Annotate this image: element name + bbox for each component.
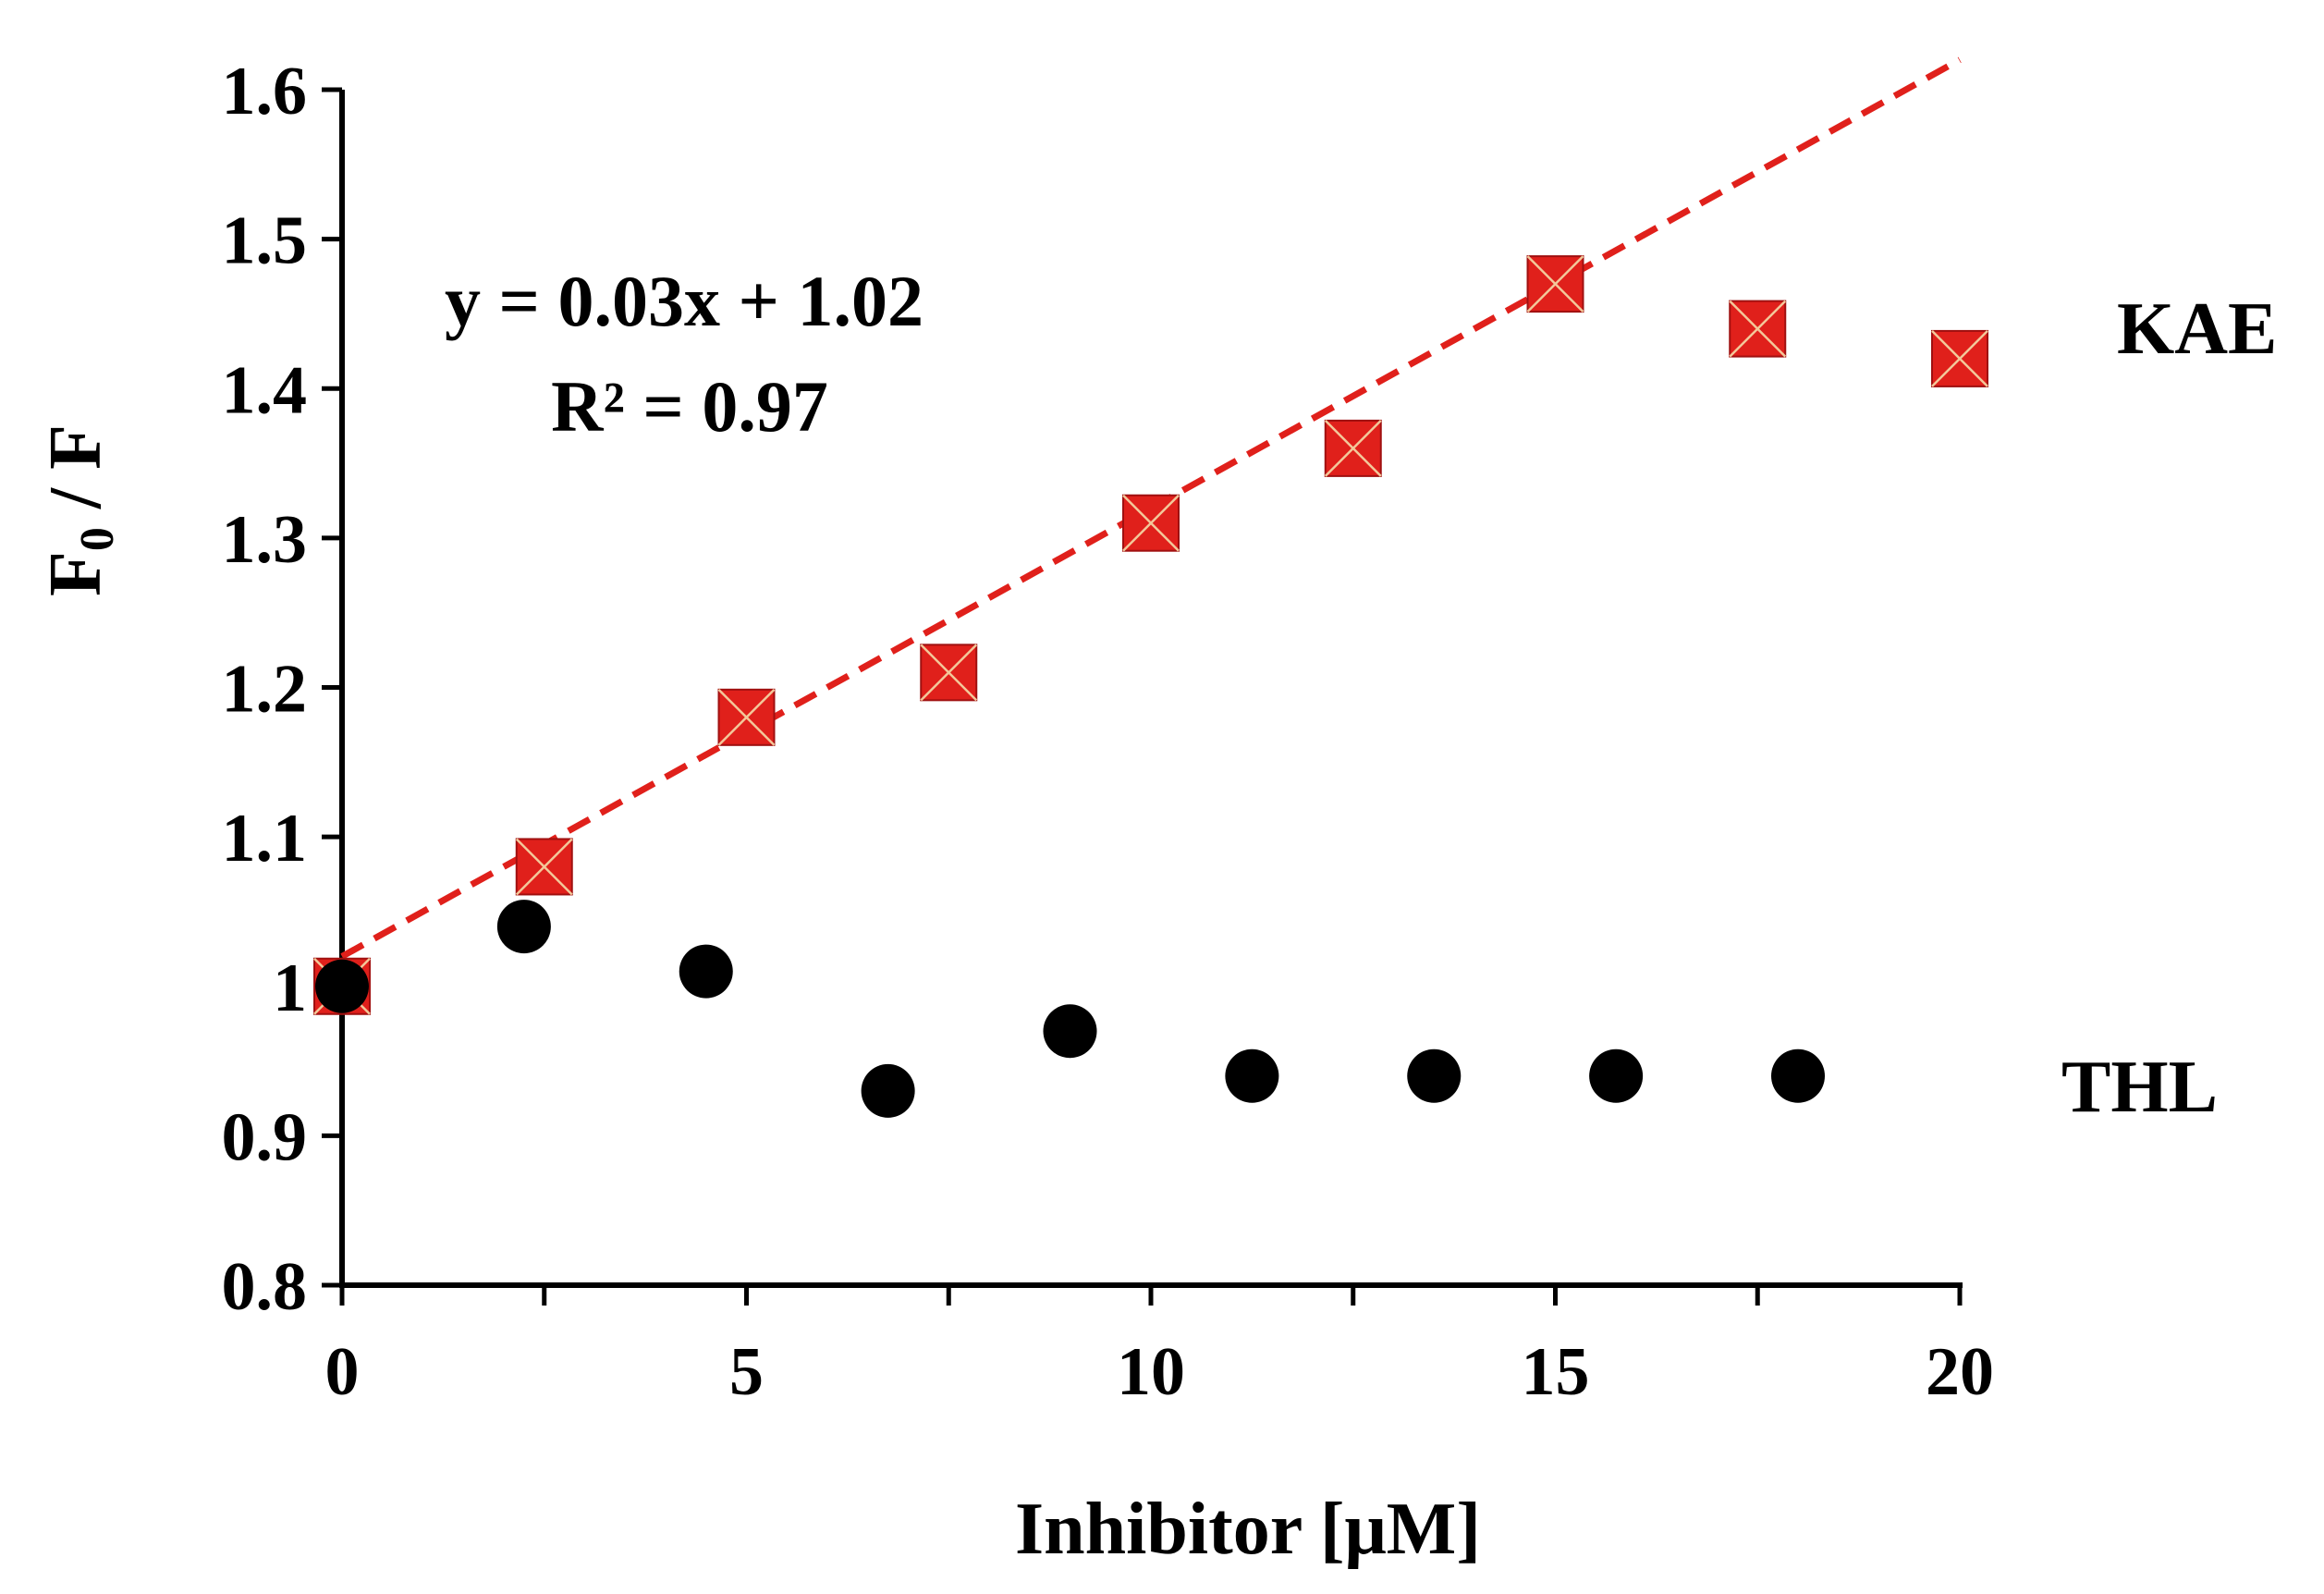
kae-point [1931, 329, 1988, 387]
x-tick-label: 0 [325, 1334, 360, 1410]
y-tick-label: 1.1 [222, 801, 308, 877]
kae-point-cross [1122, 494, 1180, 552]
x-tick-label: 20 [1926, 1334, 1994, 1410]
y-axis-label-main: F [35, 551, 116, 596]
kae-point [1729, 300, 1787, 358]
y-tick-label: 1.3 [222, 502, 308, 578]
r-squared-annotation: R² = 0.97 [551, 366, 828, 447]
y-tick-label: 1.4 [222, 352, 308, 428]
x-tick-label: 15 [1522, 1334, 1590, 1410]
y-tick-label: 1 [273, 950, 307, 1026]
equation-annotation: y = 0.03x + 1.02 [445, 261, 923, 341]
points-group [313, 255, 1988, 1118]
x-tick-label: 10 [1117, 1334, 1185, 1410]
y-axis-label: F0 / F [35, 424, 124, 596]
kae-point [515, 838, 573, 896]
thl-point [1407, 1048, 1462, 1103]
kae-point [1526, 255, 1584, 313]
x-tick-label: 5 [729, 1334, 764, 1410]
kae-point [717, 688, 776, 746]
x-axis-label: Inhibitor [μM] [1015, 1489, 1481, 1570]
kae-point-cross [920, 644, 978, 702]
kae-point-cross [1931, 330, 1988, 387]
y-tick-label: 1.2 [222, 652, 308, 728]
kae-point [920, 644, 978, 702]
kae-point-cross [1729, 300, 1787, 358]
y-tick-label: 1.6 [222, 54, 308, 129]
kae-point-cross [1526, 255, 1584, 313]
thl-point [1589, 1048, 1644, 1103]
series-label-kae: KAE [2117, 288, 2277, 370]
y-tick-label: 1.5 [222, 203, 308, 279]
thl-point [496, 900, 551, 954]
thl-point [1225, 1048, 1279, 1103]
kae-point [1122, 494, 1180, 552]
thl-point [315, 959, 369, 1013]
y-tick-label: 0.9 [222, 1099, 308, 1175]
thl-point [679, 944, 733, 999]
thl-point [861, 1063, 915, 1118]
y-tick-label: 0.8 [222, 1249, 308, 1325]
kae-point-cross [717, 688, 776, 746]
thl-point [1043, 1004, 1097, 1059]
kae-point-cross [515, 838, 573, 896]
y-axis-label-subscript: 0 [71, 527, 124, 551]
tick-group: 0.8 0.9 1 1.1 1.2 1.3 1.4 1.5 1.6 0 5 10 15 20 [222, 54, 1995, 1410]
series-label-thl: THL [2061, 1047, 2218, 1128]
thl-point [1771, 1048, 1825, 1103]
y-axis-label-rest: / F [35, 424, 116, 527]
kae-point-cross [1324, 420, 1382, 477]
kae-point [1324, 419, 1382, 477]
